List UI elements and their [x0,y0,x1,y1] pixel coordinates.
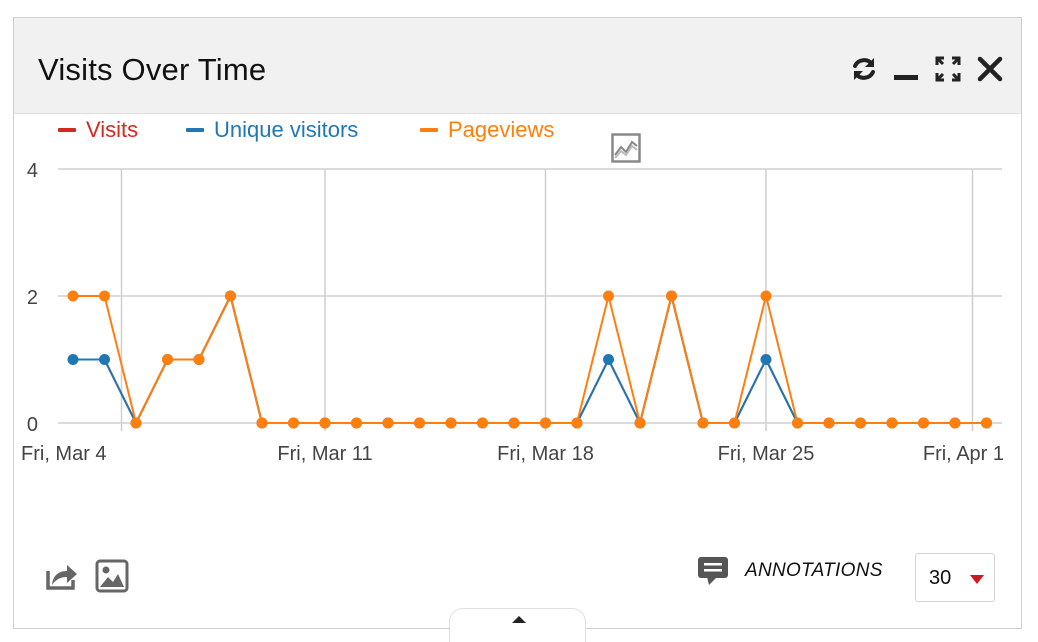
x-tick-label: Fri, Mar 25 [718,443,815,465]
minimize-icon[interactable] [890,52,922,86]
data-point-pageviews [603,290,614,302]
x-tick-label: Fri, Mar 11 [277,443,372,465]
dropdown-caret-icon [970,575,984,584]
unique-visitors-legend-label: Unique visitors [214,117,359,142]
data-point-pageviews [697,417,709,429]
data-point-pageviews [855,417,866,429]
data-point-unique-visitors [760,354,772,365]
data-point-pageviews [225,290,236,302]
data-point-unique-visitors [603,354,614,365]
share-icon[interactable] [45,559,79,593]
data-point-pageviews [256,417,268,429]
y-tick-label: 2 [27,287,38,309]
visits-legend-label: Visits [86,117,139,142]
image-icon[interactable] [95,559,129,593]
data-point-pageviews [67,290,79,302]
data-point-pageviews [949,417,961,429]
data-point-pageviews [540,417,551,429]
annotations-label: ANNOTATIONS [745,560,883,581]
footer-toggle-tab[interactable] [449,608,586,642]
series-line-pageviews [73,295,987,424]
data-point-unique-visitors [67,354,79,365]
data-point-pageviews [288,417,299,429]
period-value: 30 [929,567,952,589]
y-tick-label: 4 [27,160,38,182]
x-tick-label: Fri, Mar 4 [21,443,107,465]
data-point-pageviews [760,290,772,302]
widget-title: Visits Over Time [38,52,267,87]
data-point-pageviews [414,417,425,429]
data-point-pageviews [729,417,740,429]
data-point-pageviews [351,417,362,429]
x-tick-label: Fri, Mar 18 [497,443,594,465]
visits-legend-swatch [58,128,76,132]
data-point-pageviews [130,417,142,429]
pageviews-legend-swatch [420,128,438,132]
widget-header: Visits Over Time [14,18,1021,114]
caret-up-icon [512,616,526,623]
series-line-visits [73,295,987,424]
data-point-unique-visitors [99,354,110,365]
data-point-pageviews [162,354,173,365]
refresh-icon[interactable] [848,52,880,86]
unique-visitors-legend-swatch [186,128,204,132]
data-point-pageviews [193,354,205,365]
data-point-pageviews [99,290,110,302]
visits-over-time-widget: Visits Over Time [13,17,1022,629]
x-tick-label: Fri, Apr 1 [923,443,1004,465]
annotations-toggle[interactable]: ANNOTATIONS [697,556,883,586]
comment-icon [698,557,728,585]
data-point-pageviews [477,417,488,429]
legend-item-unique-visitors[interactable]: Unique visitors [186,117,359,142]
period-select[interactable]: 30 [915,553,995,602]
data-point-pageviews [634,417,646,429]
pageviews-legend-label: Pageviews [448,117,555,142]
y-tick-label: 0 [27,414,38,436]
data-point-pageviews [792,417,803,429]
maximize-icon[interactable] [932,52,964,86]
close-icon[interactable] [974,52,1006,86]
data-point-pageviews [571,417,583,429]
data-point-pageviews [508,417,520,429]
series-line-unique-visitors [73,295,987,424]
data-point-pageviews [886,417,898,429]
data-point-pageviews [445,417,457,429]
data-point-pageviews [823,417,835,429]
legend-item-visits[interactable]: Visits [58,117,139,142]
data-point-pageviews [981,417,992,429]
data-point-pageviews [666,290,677,302]
data-point-pageviews [382,417,394,429]
data-point-pageviews [319,417,331,429]
data-point-pageviews [918,417,929,429]
legend-item-pageviews[interactable]: Pageviews [420,117,555,142]
line-chart-icon[interactable] [611,133,641,163]
